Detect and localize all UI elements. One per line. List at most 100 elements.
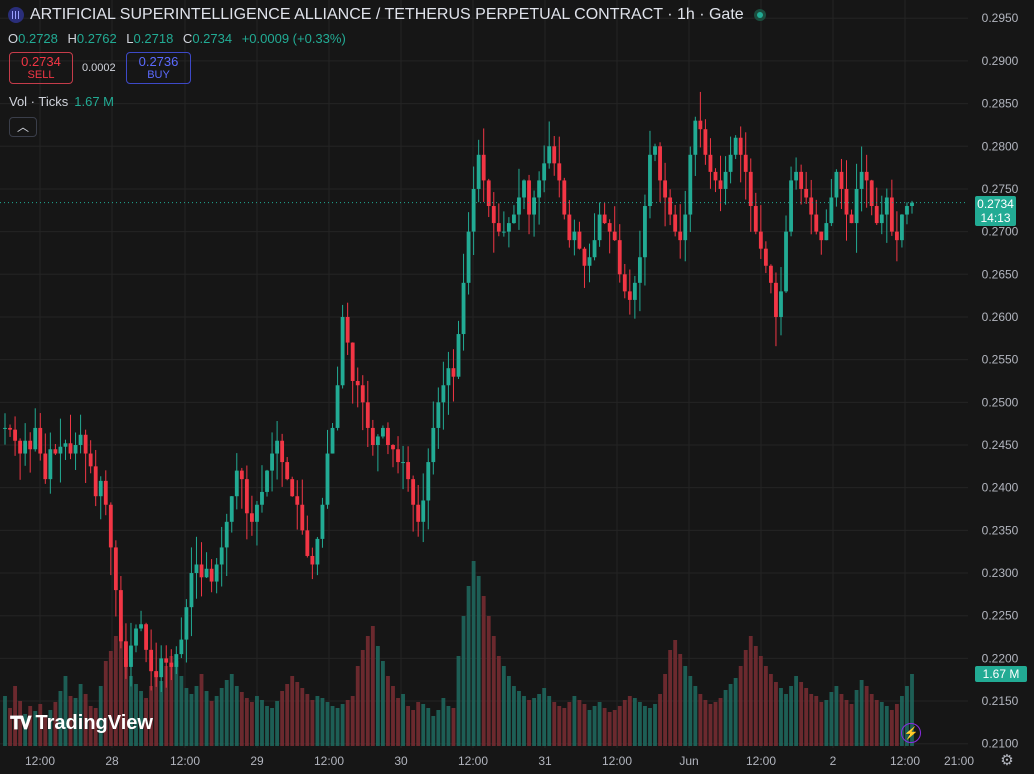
volume-bar: [653, 704, 657, 746]
candle-body: [753, 206, 758, 232]
volume-bar: [406, 706, 411, 746]
volume-bar: [260, 700, 264, 746]
candle-body: [849, 214, 854, 224]
candle-body: [617, 240, 622, 275]
volume-bar: [703, 700, 708, 746]
volume-bar: [244, 698, 249, 746]
volume-bar: [779, 688, 783, 746]
volume-bar: [622, 700, 627, 746]
volume-bar: [159, 681, 164, 746]
volume-bar: [557, 706, 562, 746]
buy-button[interactable]: 0.2736 BUY: [126, 52, 191, 84]
change-value: +0.0009 (+0.33%): [241, 31, 346, 46]
buy-price: 0.2736: [138, 54, 179, 69]
candle-body: [406, 462, 411, 480]
candle-body: [517, 197, 521, 215]
high-value: 0.2762: [76, 31, 117, 46]
candle-body: [723, 171, 728, 189]
volume-bar: [431, 716, 436, 746]
candle-body: [592, 240, 597, 258]
volume-bar: [3, 696, 7, 746]
volume-bar: [824, 700, 829, 746]
volume-bar: [421, 704, 426, 746]
candle-body: [819, 231, 824, 241]
volume-bar: [723, 690, 728, 746]
candle-body: [784, 231, 788, 292]
volume-bar: [98, 686, 103, 746]
sell-button[interactable]: 0.2734 SELL: [9, 52, 73, 84]
symbol-icon[interactable]: [8, 7, 24, 23]
candle-body: [864, 171, 869, 181]
volume-bar: [290, 676, 295, 746]
lightning-icon[interactable]: ⚡: [901, 723, 921, 743]
volume-bar: [48, 710, 53, 746]
x-tick-label: 30: [394, 754, 408, 768]
candle-body: [869, 180, 874, 207]
candle-body: [587, 257, 592, 266]
candle-body: [330, 427, 335, 454]
candle-body: [421, 500, 426, 522]
volume-bar: [481, 596, 486, 746]
volume-bar: [743, 650, 748, 746]
volume-bar: [13, 686, 17, 746]
volume-bar: [265, 706, 269, 746]
candle-body: [280, 440, 285, 463]
sell-price: 0.2734: [21, 54, 61, 69]
volume-bar: [668, 650, 673, 746]
candle-body: [265, 470, 269, 492]
volume-bar: [617, 706, 622, 746]
volume-legend[interactable]: Vol · Ticks 1.67 M: [9, 94, 114, 109]
collapse-legend-button[interactable]: ︿: [9, 117, 37, 137]
spread-value: 0.0002: [82, 62, 116, 74]
volume-bar: [698, 694, 703, 746]
volume-bar: [365, 636, 370, 746]
volume-bar: [426, 708, 431, 746]
y-tick-label: 0.2850: [982, 97, 1019, 111]
candle-body: [199, 564, 204, 578]
volume-bar: [451, 708, 456, 746]
candle-body: [874, 206, 879, 224]
candle-body: [708, 154, 713, 172]
volume-bar: [315, 696, 320, 746]
tradingview-mark-icon: 𝐓𝐕: [10, 713, 31, 733]
candle-body: [879, 214, 884, 224]
volume-bar: [819, 702, 824, 746]
candle-body: [768, 265, 773, 283]
volume-bar: [849, 704, 854, 746]
candle-body: [834, 171, 839, 198]
candle-body: [431, 427, 436, 463]
volume-bar: [713, 702, 718, 746]
candle-body: [471, 188, 476, 232]
volume-bar: [637, 702, 642, 746]
candle-body: [229, 496, 234, 522]
y-tick-label: 0.2300: [982, 566, 1019, 580]
x-tick-label: 29: [250, 754, 264, 768]
candle-body: [8, 427, 12, 430]
volume-bar: [381, 661, 385, 746]
candle-body: [53, 449, 58, 454]
candle-body: [345, 316, 350, 343]
candle-body: [139, 624, 143, 629]
chart-title[interactable]: ARTIFICIAL SUPERINTELLIGENCE ALLIANCE / …: [30, 6, 744, 23]
candle-body: [678, 231, 683, 241]
volume-bar: [386, 676, 390, 746]
volume-bar: [794, 676, 799, 746]
volume-bar: [38, 704, 43, 746]
candle-body: [673, 214, 678, 232]
last-price-tag: 0.2734 14:13: [975, 196, 1016, 226]
candle-body: [703, 129, 708, 155]
volume-bar: [391, 686, 395, 746]
volume-bar: [859, 680, 864, 746]
volume-bar: [869, 694, 874, 746]
gear-icon[interactable]: ⚙: [1000, 752, 1014, 769]
candle-body: [63, 443, 68, 447]
candle-body: [219, 547, 224, 565]
volume-bar: [436, 710, 441, 746]
candle-body: [149, 649, 154, 672]
volume-bar: [23, 714, 28, 746]
tradingview-logo[interactable]: 𝐓𝐕 TradingView: [10, 712, 153, 735]
candle-body: [58, 446, 63, 454]
candle-body: [370, 427, 375, 446]
volume-bar: [325, 702, 330, 746]
